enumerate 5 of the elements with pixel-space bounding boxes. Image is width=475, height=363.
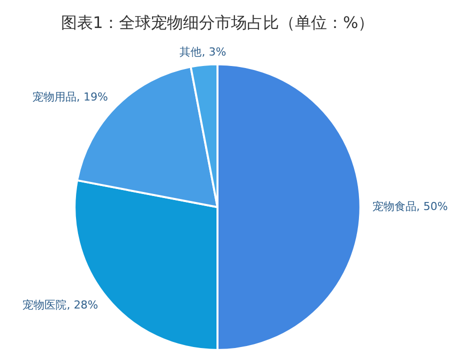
slice-label: 宠物食品, 50%	[372, 200, 448, 213]
slice-label: 其他, 3%	[180, 46, 226, 59]
chart-title: 图表1：全球宠物细分市场占比（单位：%）	[60, 12, 374, 32]
slice-label: 宠物用品, 19%	[32, 90, 108, 104]
slice-label: 宠物医院, 28%	[22, 298, 98, 312]
